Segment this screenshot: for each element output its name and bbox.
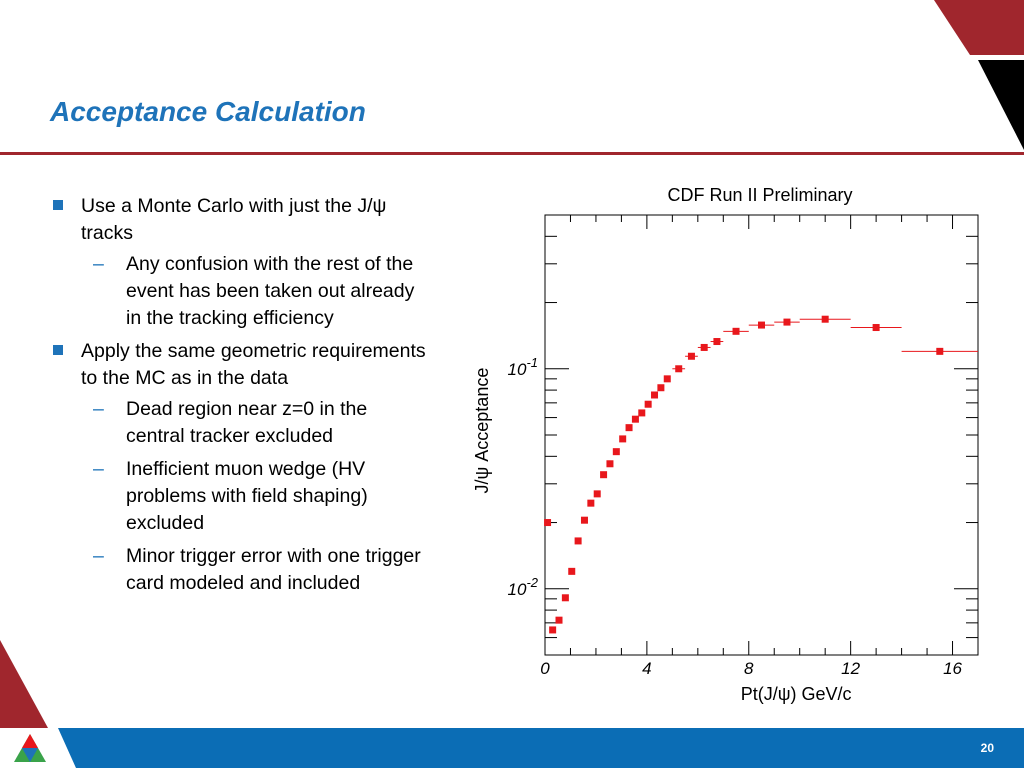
- title-divider: [0, 152, 1024, 155]
- data-point: [580, 516, 588, 524]
- data-point: [638, 409, 646, 417]
- data-point: [612, 448, 620, 456]
- sub-bullet-item: – Any confusion with the rest of the eve…: [50, 251, 430, 332]
- sub-bullet-item: – Minor trigger error with one trigger c…: [50, 543, 430, 597]
- data-point: [783, 318, 791, 326]
- bullet-square-icon: [53, 345, 63, 355]
- data-point: [651, 391, 659, 399]
- x-tick-label: 16: [943, 659, 962, 678]
- data-point: [555, 616, 563, 624]
- data-point: [625, 424, 633, 432]
- bottom-left-corner-decoration: [0, 640, 48, 728]
- dash-icon: –: [93, 398, 104, 420]
- data-point: [574, 537, 582, 545]
- x-tick-label: 0: [540, 659, 550, 678]
- data-point: [758, 321, 765, 329]
- y-tick-label: 10-2: [508, 575, 539, 599]
- sub-bullet-text: Any confusion with the rest of the event…: [126, 253, 415, 329]
- data-point: [568, 567, 576, 575]
- data-point: [700, 343, 708, 351]
- data-point: [593, 490, 601, 498]
- data-point: [732, 327, 740, 335]
- sub-bullet-text: Dead region near z=0 in the central trac…: [126, 398, 368, 447]
- dash-icon: –: [93, 458, 104, 480]
- dash-icon: –: [93, 545, 104, 567]
- data-point: [657, 384, 665, 392]
- bullet-text: Apply the same geometric requirements to…: [81, 340, 426, 389]
- y-tick-label: 10-1: [508, 355, 538, 379]
- data-point: [544, 519, 552, 527]
- sub-bullet-text: Inefficient muon wedge (HV problems with…: [126, 458, 368, 534]
- data-point: [644, 400, 652, 408]
- data-point: [606, 460, 614, 468]
- data-point: [675, 365, 683, 373]
- dash-icon: –: [93, 253, 104, 275]
- x-tick-label: 12: [841, 659, 860, 678]
- bullet-item: Use a Monte Carlo with just the J/ψ trac…: [50, 193, 430, 247]
- data-point: [600, 471, 608, 479]
- x-axis-label: Pt(J/ψ) GeV/c: [741, 684, 852, 704]
- data-point: [549, 626, 557, 634]
- data-point: [687, 352, 695, 360]
- logo-icon: [0, 728, 76, 768]
- bullet-list: Use a Monte Carlo with just the J/ψ trac…: [50, 193, 430, 603]
- data-point: [631, 415, 639, 423]
- page-number: 20: [980, 741, 994, 755]
- plot-frame: [544, 214, 979, 656]
- data-point: [561, 594, 569, 602]
- bullet-item: Apply the same geometric requirements to…: [50, 338, 430, 392]
- data-point: [936, 347, 944, 355]
- acceptance-chart: 0 4 8 12 16 10-1 10-2 Pt(J/ψ) GeV/c J/ψ Acceptan…: [472, 214, 979, 704]
- sub-bullet-item: – Inefficient muon wedge (HV problems wi…: [50, 456, 430, 537]
- bullet-text: Use a Monte Carlo with just the J/ψ trac…: [81, 195, 387, 244]
- sub-bullet-item: – Dead region near z=0 in the central tr…: [50, 396, 430, 450]
- data-point: [713, 338, 721, 346]
- y-axis-label: J/ψ Acceptance: [472, 368, 492, 494]
- top-corner-decoration: [934, 0, 1024, 150]
- data-point: [663, 375, 671, 383]
- chart-title: CDF Run II Preliminary: [667, 185, 853, 205]
- data-point: [821, 315, 829, 323]
- data-point: [587, 499, 595, 507]
- x-tick-label: 4: [642, 659, 651, 678]
- data-point: [872, 324, 880, 332]
- x-tick-label: 8: [744, 659, 754, 678]
- bullet-square-icon: [53, 200, 63, 210]
- footer-bar: [0, 728, 1024, 768]
- sub-bullet-text: Minor trigger error with one trigger car…: [126, 545, 421, 594]
- slide-title: Acceptance Calculation: [50, 96, 366, 127]
- data-point: [619, 435, 627, 443]
